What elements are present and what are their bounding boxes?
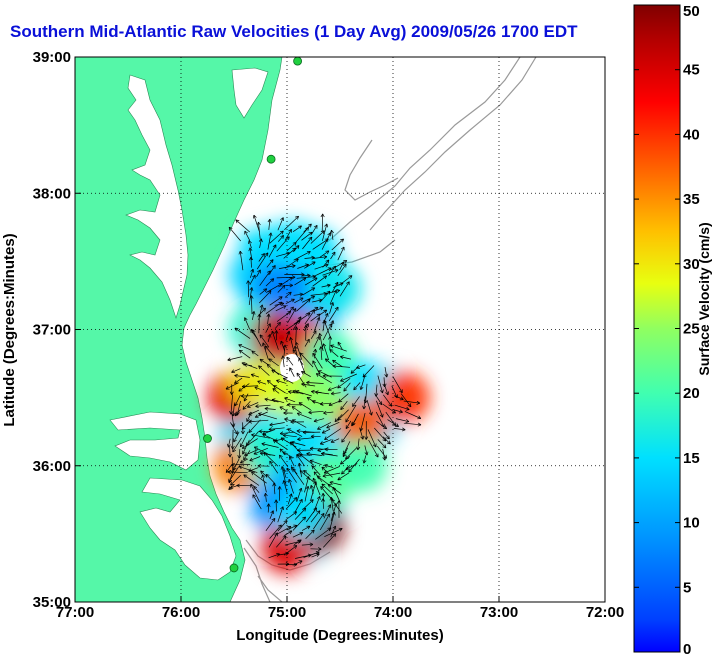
colorbar-label: Surface Velocity (cm/s) — [696, 222, 712, 375]
x-tick-label: 73:00 — [480, 604, 518, 621]
x-axis-label: Longitude (Degrees:Minutes) — [236, 627, 444, 644]
velocity-cell — [309, 263, 361, 315]
colorbar-tick-label: 15 — [683, 450, 700, 467]
colorbar-tick-label: 45 — [683, 62, 700, 79]
radar-station-marker — [294, 57, 302, 65]
y-tick-label: 39:00 — [33, 49, 71, 66]
x-tick-label: 76:00 — [162, 604, 200, 621]
radar-station-marker — [230, 564, 238, 572]
y-tick-label: 35:00 — [33, 594, 71, 611]
chart-title: Southern Mid-Atlantic Raw Velocities (1 … — [10, 22, 578, 42]
colorbar-tick-label: 0 — [683, 641, 691, 658]
y-axis-label: Latitude (Degrees:Minutes) — [1, 233, 18, 426]
velocity-cell — [277, 487, 329, 539]
colorbar-tick-label: 5 — [683, 579, 691, 596]
colorbar-tick-label: 40 — [683, 126, 700, 143]
x-tick-label: 75:00 — [268, 604, 306, 621]
y-tick-label: 36:00 — [33, 458, 71, 475]
y-axis-ticks: 39:00 38:00 37:00 36:00 35:00 — [33, 49, 81, 611]
y-tick-label: 37:00 — [33, 322, 71, 339]
x-tick-label: 74:00 — [374, 604, 412, 621]
colorbar-tick-label: 50 — [683, 4, 700, 20]
colorbar-gradient — [634, 5, 680, 652]
y-tick-label: 38:00 — [33, 185, 71, 202]
colorbar-tick-label: 10 — [683, 515, 700, 532]
radar-station-marker — [267, 155, 275, 163]
colorbar-tick-label: 35 — [683, 191, 700, 208]
x-tick-label: 72:00 — [586, 604, 624, 621]
colorbar-tick-label: 20 — [683, 385, 700, 402]
radar-station-marker — [204, 435, 212, 443]
